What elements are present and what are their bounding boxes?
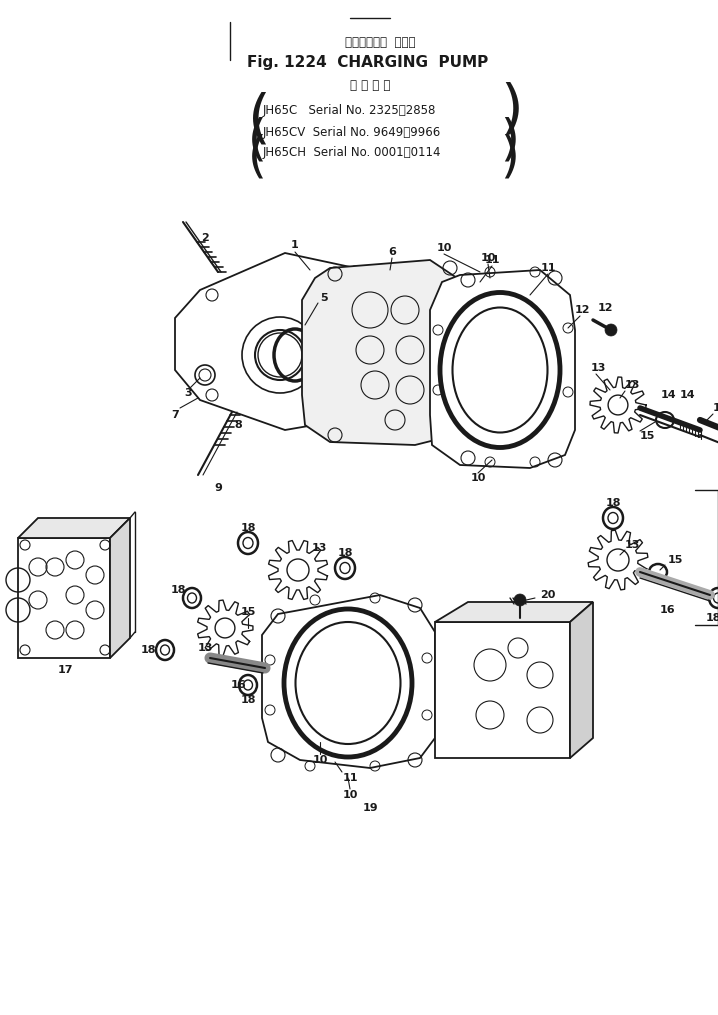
- Text: (: (: [248, 91, 271, 148]
- Polygon shape: [435, 602, 593, 622]
- Text: 適 用 号 機: 適 用 号 機: [350, 78, 390, 91]
- Text: 12: 12: [574, 304, 589, 315]
- Text: ): ): [500, 81, 523, 138]
- Polygon shape: [430, 270, 575, 468]
- Text: 13: 13: [590, 363, 606, 373]
- Text: 11: 11: [342, 773, 358, 783]
- Text: ): ): [500, 116, 519, 164]
- Text: 18: 18: [241, 695, 256, 705]
- Polygon shape: [262, 595, 435, 768]
- Text: 10: 10: [312, 755, 327, 765]
- Text: 14: 14: [680, 390, 696, 400]
- Text: チャージング  ポンプ: チャージング ポンプ: [345, 36, 415, 49]
- Text: 18: 18: [705, 613, 718, 623]
- Text: 9: 9: [214, 483, 222, 493]
- Text: 3: 3: [185, 388, 192, 398]
- Text: 11: 11: [484, 255, 500, 265]
- Circle shape: [605, 324, 617, 336]
- Text: 7: 7: [171, 410, 179, 420]
- Text: 6: 6: [388, 247, 396, 257]
- Text: 5: 5: [320, 293, 327, 303]
- Text: 18: 18: [170, 585, 186, 595]
- Polygon shape: [435, 622, 570, 758]
- Text: ): ): [500, 133, 519, 181]
- Polygon shape: [18, 518, 130, 538]
- Text: JH65C   Serial No. 2325～2858: JH65C Serial No. 2325～2858: [263, 104, 437, 117]
- Text: 18: 18: [337, 548, 353, 558]
- Text: (: (: [248, 133, 267, 181]
- Polygon shape: [175, 253, 375, 430]
- Text: 16: 16: [660, 605, 676, 615]
- Text: Fig. 1224  CHARGING  PUMP: Fig. 1224 CHARGING PUMP: [247, 55, 488, 69]
- Text: 17: 17: [57, 665, 73, 675]
- Text: 8: 8: [234, 420, 242, 430]
- Polygon shape: [570, 602, 593, 758]
- Text: 15: 15: [713, 403, 718, 413]
- Text: 16: 16: [230, 680, 246, 690]
- Text: 12: 12: [598, 303, 613, 313]
- Text: 18: 18: [241, 523, 256, 533]
- Text: 15: 15: [640, 431, 656, 441]
- Text: 1: 1: [291, 240, 299, 250]
- Text: JH65CH  Serial No. 0001～0114: JH65CH Serial No. 0001～0114: [263, 145, 442, 158]
- Text: 19: 19: [362, 803, 378, 813]
- Text: 11: 11: [540, 263, 556, 273]
- Text: 10: 10: [342, 790, 358, 800]
- Text: 2: 2: [201, 233, 209, 243]
- Text: JH65CV  Serial No. 9649～9966: JH65CV Serial No. 9649～9966: [263, 126, 442, 138]
- Text: 10: 10: [470, 473, 485, 483]
- Text: 10: 10: [480, 253, 495, 263]
- Text: 14: 14: [660, 390, 676, 400]
- Text: 10: 10: [437, 243, 452, 253]
- Text: 13: 13: [312, 543, 327, 553]
- Text: 20: 20: [540, 590, 556, 600]
- Text: 15: 15: [668, 555, 684, 565]
- Polygon shape: [110, 518, 130, 658]
- Text: 13: 13: [625, 540, 640, 550]
- Text: (: (: [248, 116, 267, 164]
- Polygon shape: [302, 260, 465, 445]
- Polygon shape: [18, 538, 110, 658]
- Circle shape: [514, 594, 526, 606]
- Text: 18: 18: [605, 498, 621, 508]
- Text: 13: 13: [625, 380, 640, 390]
- Text: 18: 18: [140, 645, 156, 655]
- Text: 15: 15: [241, 607, 256, 617]
- Text: 13: 13: [198, 642, 213, 653]
